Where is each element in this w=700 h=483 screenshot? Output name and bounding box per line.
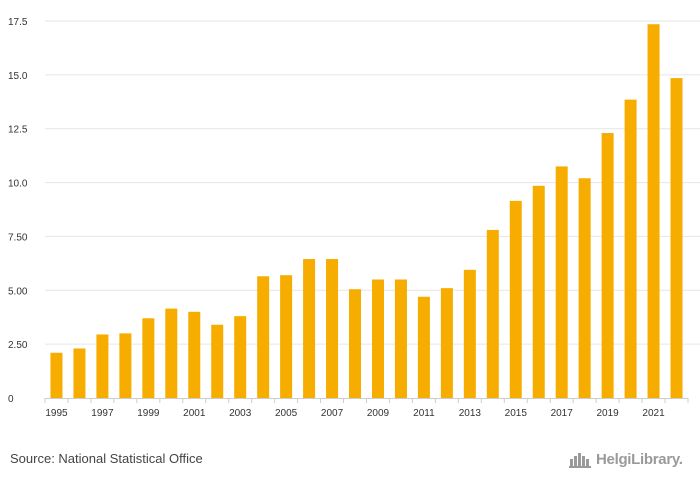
bar-2003 [234,316,247,398]
bar-2022 [670,78,683,399]
bar-1999 [142,318,155,398]
y-tick-label: 7.50 [8,232,28,243]
bar-1996 [73,348,86,398]
bar-1997 [96,334,109,398]
bar-2010 [394,279,407,398]
x-tick-label: 2017 [551,408,574,419]
y-tick-label: 12.5 [8,125,28,136]
bar-2012 [440,288,453,398]
bar-2002 [211,324,224,398]
bar-2005 [280,275,293,398]
bar-2000 [165,308,178,398]
x-tick-label: 2003 [229,408,252,419]
y-axis-tick-labels: 0 2.50 5.00 7.50 10.0 12.5 15.0 17.5 [8,17,28,405]
bar-2020 [624,99,637,398]
bar-2018 [578,178,591,398]
y-tick-label: 15.0 [8,71,28,82]
x-tick-label: 2001 [183,408,206,419]
bar-2004 [257,276,270,398]
helgilibrary-logo: HelgiLibrary. [569,449,683,469]
x-tick-label: 2011 [413,408,435,419]
bar-2009 [371,279,384,398]
bar-2007 [326,259,339,398]
x-axis-ticks: 1995 1997 1999 2001 2003 2005 2007 2009 2011 2013… [44,398,689,419]
gridlines [45,20,700,345]
bar-1998 [119,333,132,398]
x-tick-label: 2013 [459,408,482,419]
y-tick-label: 2.50 [8,340,28,351]
y-tick-label: 5.00 [8,286,28,297]
y-tick-label: 10.0 [8,179,28,190]
bar-2013 [463,269,476,398]
library-icon [569,453,591,468]
bar-2017 [555,166,568,398]
x-tick-label: 2015 [505,408,528,419]
x-tick-label: 1995 [45,408,68,419]
y-tick-label: 17.5 [8,17,28,28]
bar-2001 [188,311,201,398]
x-tick-label: 1997 [91,408,114,419]
y-tick-label: 0 [8,394,14,405]
x-tick-label: 1999 [137,408,160,419]
x-tick-label: 2007 [321,408,344,419]
x-tick-label: 2005 [275,408,298,419]
bar-2015 [509,200,522,398]
bar-1995 [50,352,63,398]
bar-2008 [349,289,362,398]
bar-2014 [486,229,499,398]
bars [50,24,683,399]
bar-2006 [303,259,316,398]
bar-2016 [532,185,545,398]
bar-2021 [647,24,660,399]
brand-name: HelgiLibrary. [596,450,683,468]
x-tick-label: 2021 [642,408,665,419]
source-note: Source: National Statistical Office [10,451,203,466]
bar-2011 [417,296,430,398]
x-tick-label: 2009 [367,408,390,419]
bar-2019 [601,133,614,398]
x-tick-label: 2019 [597,408,620,419]
